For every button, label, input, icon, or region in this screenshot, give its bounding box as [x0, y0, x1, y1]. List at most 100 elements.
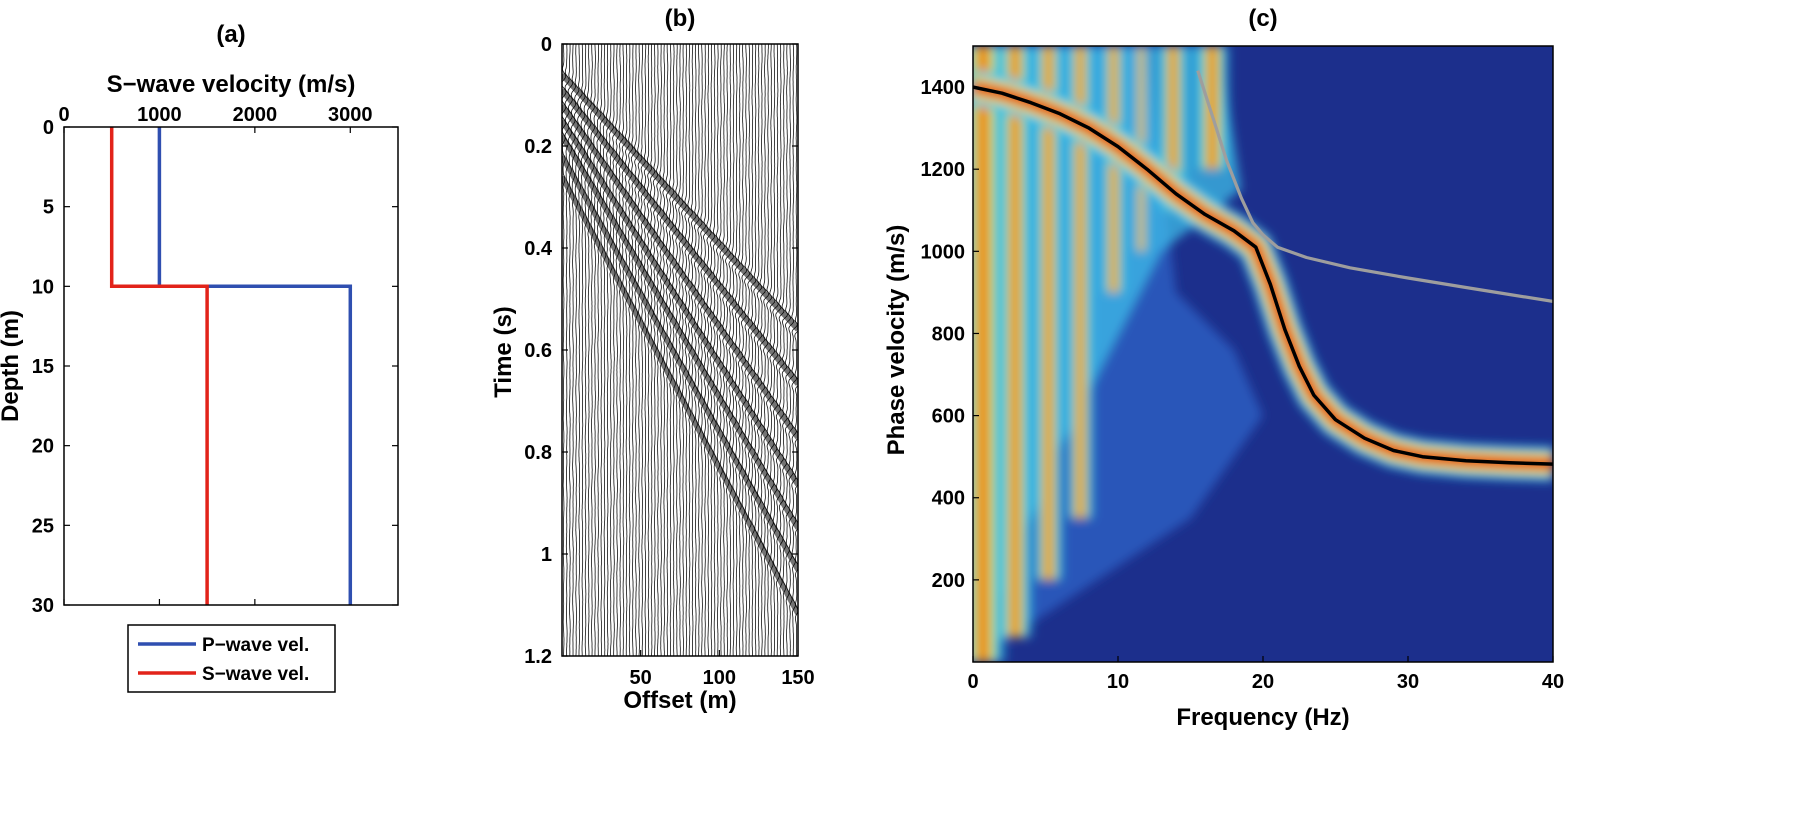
seismic-trace	[778, 44, 785, 656]
seismic-trace	[599, 44, 605, 656]
panel-c-y-tick-label: 1200	[921, 159, 966, 181]
seismic-trace	[728, 44, 735, 656]
panel-c-curves	[973, 70, 1553, 466]
seismic-trace	[719, 44, 725, 656]
panel-a-y-tick-label: 20	[32, 436, 54, 458]
seismic-trace	[570, 44, 577, 656]
panel-c-y-tick-label: 200	[932, 570, 965, 592]
arrival-event	[562, 103, 798, 440]
seismic-trace	[681, 44, 687, 656]
arrival-event	[562, 154, 798, 572]
seismic-trace	[781, 44, 789, 656]
panel-c-x-axis-label: Frequency (Hz)	[1176, 704, 1349, 731]
seismic-trace	[700, 44, 707, 656]
seismic-trace	[741, 44, 748, 656]
panel-a-axes-box	[63, 126, 399, 606]
arrival-event	[562, 134, 798, 530]
s-wave-velocity-line	[109, 127, 209, 605]
seismic-trace	[772, 44, 779, 656]
panel-a-label: (a)	[216, 21, 245, 48]
panel-c-ticks: 0 10 20 30 40 200 400 600 800 1000 1200 1400	[921, 77, 1565, 693]
seismic-trace	[684, 44, 690, 656]
energy-ridge	[995, 46, 1035, 638]
panel-c-y-tick-label: 600	[932, 406, 965, 428]
panel-a-y-axis-label: Depth (m)	[0, 310, 24, 422]
panel-a-x-tick-label: 1000	[137, 104, 182, 126]
seismic-trace	[659, 44, 665, 656]
panel-a-series	[109, 127, 353, 605]
seismic-trace	[725, 44, 731, 656]
seismic-trace	[583, 44, 589, 656]
seismic-trace	[715, 44, 722, 656]
seismic-trace	[649, 44, 656, 656]
seismic-trace	[612, 44, 618, 656]
seismic-trace	[693, 44, 700, 656]
seismic-trace	[737, 44, 744, 656]
panel-a-x-tick-label: 3000	[328, 104, 373, 126]
panel-a-y-tick-label: 0	[43, 117, 54, 139]
seismic-trace	[753, 44, 760, 656]
panel-b-y-tick-label: 0.8	[524, 442, 552, 464]
panel-c-x-tick-label: 30	[1397, 671, 1419, 693]
panel-c: (c) 0 10 20 30 40 200 400 600 800 1000 1200 1400 Fr…	[883, 5, 1564, 731]
arrival-event	[562, 175, 798, 616]
panel-b-y-tick-label: 0	[541, 34, 552, 56]
seismic-trace	[744, 44, 751, 656]
panel-a-y-tick-label: 5	[43, 197, 54, 219]
panel-b-y-tick-label: 0.2	[524, 136, 552, 158]
seismic-trace	[759, 44, 766, 656]
panel-a-x-tick-label: 2000	[233, 104, 278, 126]
seismic-trace	[665, 44, 671, 656]
panel-b: (b) 50 100 150 0 0.2 0.4 0.6 0.8 1 1.2 Offset (m)…	[490, 5, 815, 714]
seismic-trace	[596, 44, 602, 656]
panel-b-label: (b)	[665, 5, 696, 32]
panel-b-x-axis-label: Offset (m)	[623, 687, 736, 714]
panel-b-x-tick-label: 100	[703, 667, 736, 689]
seismic-trace	[634, 44, 640, 656]
panel-c-y-axis-label: Phase velocity (m/s)	[883, 225, 910, 456]
seismic-trace	[643, 44, 649, 656]
panel-c-y-tick-label: 1400	[921, 77, 966, 99]
seismic-trace	[621, 44, 627, 656]
seismic-trace	[696, 44, 703, 656]
legend-box	[127, 624, 336, 693]
seismic-trace	[678, 44, 684, 656]
panel-b-y-tick-label: 0.4	[524, 238, 553, 260]
p-wave-velocity-line	[157, 127, 353, 605]
arrival-event	[562, 72, 798, 332]
seismic-trace	[637, 44, 643, 656]
seismic-trace	[618, 44, 624, 656]
seismic-trace	[615, 44, 621, 656]
panel-c-axes-box	[972, 45, 1554, 663]
seismic-trace	[646, 44, 653, 656]
panel-a: (a) S−wave velocity (m/s) Depth (m) 0 100…	[0, 21, 399, 693]
panel-a-ticks: 0 1000 2000 3000 0 5 10 15 20 25 30	[32, 104, 398, 617]
energy-ridge	[1193, 46, 1232, 170]
arrival-event	[562, 119, 798, 487]
panel-b-y-tick-label: 0.6	[524, 340, 552, 362]
panel-b-y-axis-label: Time (s)	[490, 306, 517, 398]
panel-c-x-tick-label: 40	[1542, 671, 1564, 693]
panel-c-label: (c)	[1248, 5, 1277, 32]
panel-a-y-tick-label: 25	[32, 515, 54, 537]
panel-c-x-tick-label: 20	[1252, 671, 1274, 693]
fundamental-mode-curve	[973, 85, 1553, 466]
panel-b-y-tick-label: 1	[541, 544, 552, 566]
energy-ridge	[1032, 46, 1065, 580]
panel-a-y-tick-label: 10	[32, 276, 54, 298]
panel-c-y-tick-label: 400	[932, 488, 965, 510]
seismic-trace	[756, 44, 763, 656]
panel-c-y-tick-label: 800	[932, 323, 965, 345]
seismic-trace	[662, 44, 668, 656]
arrival-event	[562, 88, 798, 386]
panel-b-x-tick-label: 50	[630, 667, 652, 689]
panel-b-x-tick-label: 150	[781, 667, 814, 689]
seismic-trace	[750, 44, 757, 656]
panel-b-axes-box	[561, 43, 799, 657]
panel-c-x-tick-label: 10	[1107, 671, 1129, 693]
panel-b-y-tick-label: 1.2	[524, 646, 552, 668]
panel-a-x-axis-label: S−wave velocity (m/s)	[107, 71, 356, 98]
legend-label-p-wave: P−wave vel.	[202, 635, 309, 656]
seismic-trace	[703, 44, 709, 656]
